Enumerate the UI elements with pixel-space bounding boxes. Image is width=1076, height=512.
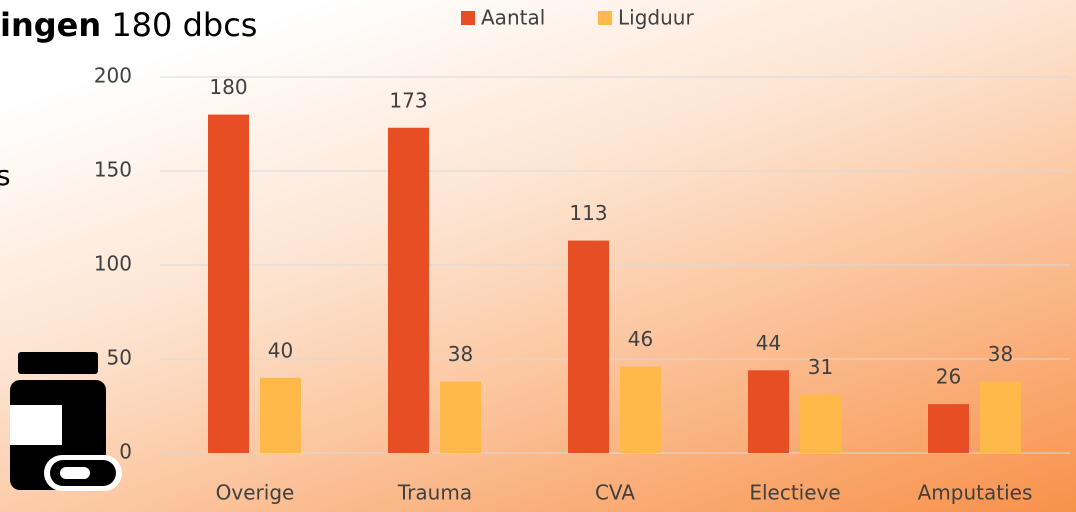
y-tick-label: 150: [94, 158, 132, 182]
data-label: 31: [808, 355, 833, 379]
bar: [260, 377, 301, 453]
bar: [388, 127, 429, 453]
bar: [800, 394, 841, 453]
bar: [208, 114, 249, 453]
side-text: s: [0, 159, 11, 192]
data-label: 44: [756, 331, 781, 355]
title-bold: ingen: [0, 6, 101, 44]
x-tick-label: Amputaties: [918, 481, 1033, 505]
data-label: 38: [448, 342, 473, 366]
bar: [568, 240, 609, 453]
legend-label: Aantal: [481, 6, 545, 30]
title: ingen 180 dbcs: [0, 6, 257, 44]
bar: [980, 381, 1021, 453]
bar: [748, 370, 789, 453]
data-label: 26: [936, 365, 961, 389]
data-label: 180: [209, 75, 247, 99]
legend-swatch: [598, 11, 612, 25]
pill-bottle-icon: [10, 352, 122, 491]
title-rest: 180 dbcs: [111, 6, 257, 44]
data-label: 113: [569, 201, 607, 225]
x-tick-label: Electieve: [749, 481, 840, 505]
legend-label: Ligduur: [618, 6, 694, 30]
data-label: 38: [988, 342, 1013, 366]
y-tick-label: 0: [119, 440, 132, 464]
y-tick-label: 50: [107, 346, 132, 370]
bar: [928, 404, 969, 453]
data-label: 40: [268, 338, 293, 362]
y-tick-label: 200: [94, 64, 132, 88]
x-tick-label: Trauma: [397, 481, 472, 505]
y-tick-label: 100: [94, 252, 132, 276]
bar: [620, 366, 661, 453]
x-tick-label: Overige: [216, 481, 295, 505]
legend-swatch: [461, 11, 475, 25]
data-label: 173: [389, 88, 427, 112]
data-label: 46: [628, 327, 653, 351]
bar: [440, 381, 481, 453]
x-tick-label: CVA: [595, 481, 635, 505]
